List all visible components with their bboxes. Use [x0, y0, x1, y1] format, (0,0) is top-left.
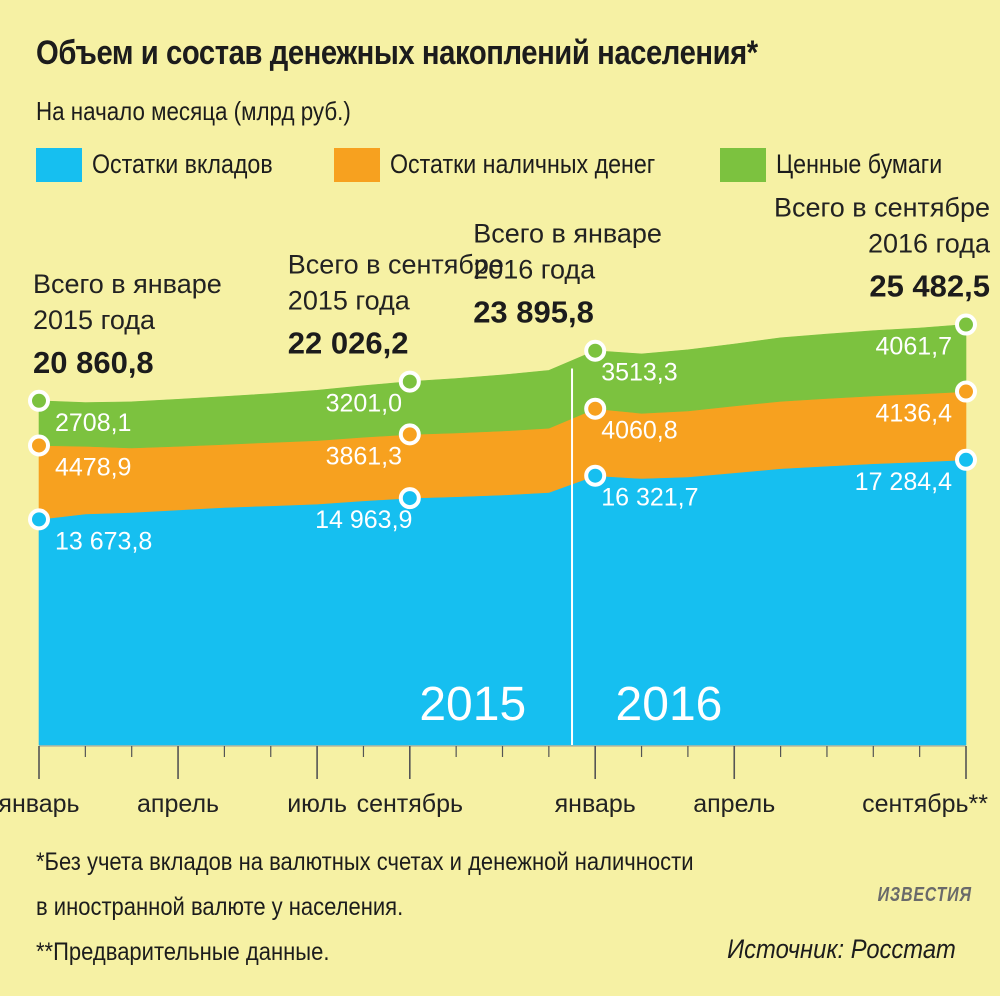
x-tick-label: сентябрь** — [862, 790, 988, 818]
legend-swatch-deposits — [36, 148, 82, 182]
total-caption-line1: Всего в сентябре — [288, 250, 504, 280]
legend-label-deposits: Остатки вкладов — [92, 149, 273, 179]
chart-subtitle: На начало месяца (млрд руб.) — [36, 96, 351, 126]
point-cash — [28, 434, 50, 457]
legend-swatch-cash — [334, 148, 380, 182]
chart-title: Объем и состав денежных накоплений насел… — [36, 34, 758, 72]
total-caption-line1: Всего в январе — [473, 219, 662, 249]
total-value: 23 895,8 — [473, 295, 594, 330]
value-label-securities: 2708,1 — [55, 409, 131, 437]
point-cash — [955, 380, 977, 403]
footnote-2: в иностранной валюте у населения. — [36, 893, 404, 921]
value-label-cash: 4478,9 — [55, 453, 131, 481]
point-securities — [955, 313, 977, 336]
footnote-3: **Предварительные данные. — [36, 938, 330, 966]
legend-label-cash: Остатки наличных денег — [390, 149, 656, 179]
value-label-deposits: 16 321,7 — [601, 484, 698, 512]
value-label-deposits: 14 963,9 — [315, 506, 412, 534]
x-tick-label: апрель — [137, 790, 219, 818]
value-label-deposits: 13 673,8 — [55, 527, 152, 555]
point-cash — [584, 397, 607, 420]
total-value: 20 860,8 — [33, 345, 154, 380]
total-caption-line1: Всего в сентябре — [774, 193, 990, 223]
year-label: 2016 — [616, 678, 723, 731]
value-label-securities: 3513,3 — [601, 359, 677, 387]
total-caption-line2: 2016 года — [868, 229, 991, 259]
legend-label-securities: Ценные бумаги — [776, 149, 943, 179]
value-label-cash: 3861,3 — [326, 442, 402, 470]
x-tick-label: сентябрь — [357, 790, 463, 818]
point-securities — [584, 339, 607, 362]
x-tick-label: январь — [0, 790, 80, 818]
value-label-cash: 4136,4 — [876, 400, 953, 428]
point-securities — [398, 370, 421, 393]
point-deposits — [584, 464, 607, 487]
value-label-cash: 4060,8 — [601, 417, 677, 445]
total-value: 25 482,5 — [869, 269, 990, 304]
x-tick-label: июль — [287, 790, 347, 818]
legend: Остатки вкладов Остатки наличных денег Ц… — [36, 146, 976, 184]
total-caption-line1: Всего в январе — [33, 269, 222, 299]
source-note: Источник: Росстат — [727, 934, 956, 964]
point-deposits — [955, 448, 977, 471]
point-deposits — [28, 508, 50, 531]
x-tick-label: январь — [555, 790, 636, 818]
value-label-securities: 3201,0 — [326, 390, 402, 418]
point-deposits — [398, 487, 421, 510]
year-label: 2015 — [419, 678, 526, 731]
total-caption-line2: 2015 года — [33, 305, 156, 335]
total-caption-line2: 2015 года — [288, 286, 411, 316]
footnote-1: *Без учета вкладов на валютных счетах и … — [36, 848, 694, 876]
value-label-securities: 4061,7 — [876, 333, 952, 361]
value-label-deposits: 17 284,4 — [855, 468, 952, 496]
total-value: 22 026,2 — [288, 326, 409, 361]
x-tick-label: апрель — [693, 790, 775, 818]
point-cash — [398, 423, 421, 446]
total-caption-line2: 2016 года — [473, 255, 596, 285]
legend-swatch-securities — [720, 148, 766, 182]
point-securities — [28, 389, 50, 412]
izvestia-logo: ИЗВЕСТИЯ — [877, 884, 972, 906]
